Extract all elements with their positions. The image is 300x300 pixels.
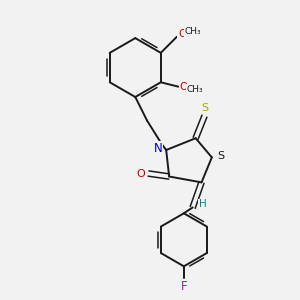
- Text: CH₃: CH₃: [186, 85, 203, 94]
- Text: O: O: [178, 29, 186, 39]
- Text: N: N: [154, 142, 162, 155]
- Text: S: S: [217, 151, 224, 161]
- Text: CH₃: CH₃: [185, 27, 202, 36]
- Text: S: S: [201, 103, 208, 113]
- Text: H: H: [199, 200, 207, 209]
- Text: O: O: [136, 169, 145, 178]
- Text: F: F: [181, 280, 187, 293]
- Text: O: O: [180, 82, 188, 92]
